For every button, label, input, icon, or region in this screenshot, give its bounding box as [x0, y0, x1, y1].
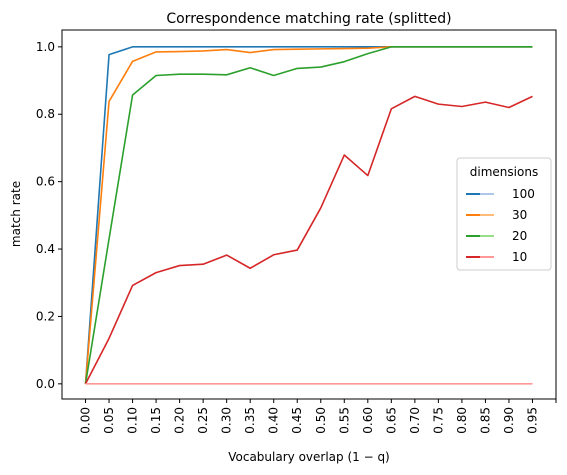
chart-title: Correspondence matching rate (splitted): [166, 11, 451, 27]
x-tick-label: 0.50: [314, 407, 328, 434]
y-tick-label: 0.6: [36, 175, 55, 189]
legend-label-20: 20: [512, 229, 527, 243]
y-axis-label: match rate: [9, 181, 23, 247]
y-tick-label: 0.8: [36, 107, 55, 121]
x-tick-label: 0.60: [361, 407, 375, 434]
x-tick-label: 0.65: [384, 407, 398, 434]
x-tick-label: 0.70: [408, 407, 422, 434]
y-tick-label: 1.0: [36, 40, 55, 54]
x-axis-ticks: 0.00 0.05 0.10 0.15 0.20 0.25 0.30 0.35 0.40 0.45…: [79, 399, 557, 434]
y-axis-ticks: 0.0 0.2 0.4 0.6 0.8 1.0: [36, 40, 62, 391]
x-tick-label: 0.00: [79, 407, 93, 434]
legend-label-10: 10: [512, 250, 527, 264]
x-tick-label: 0.55: [337, 407, 351, 434]
x-tick-label: 0.30: [220, 407, 234, 434]
plot-frame: [61, 29, 557, 400]
x-tick-label: 0.10: [126, 407, 140, 434]
axes: [61, 29, 557, 400]
x-tick-label: 0.75: [431, 407, 445, 434]
series-layer: [84, 46, 533, 385]
x-axis-label: Vocabulary overlap (1 − q): [228, 450, 390, 464]
legend-label-30: 30: [512, 208, 527, 222]
legend: dimensions 100 30 20 10: [456, 157, 552, 271]
x-tick-label: 0.25: [196, 407, 210, 434]
x-tick-label: 0.95: [525, 407, 539, 434]
series-line-20: [84, 46, 533, 384]
x-tick-label: 0.15: [149, 407, 163, 434]
y-tick-label: 0.2: [36, 309, 55, 323]
series-line-10: [84, 95, 533, 385]
legend-box: [456, 157, 552, 271]
legend-label-100: 100: [512, 187, 535, 201]
legend-items: 100 30 20 10: [466, 187, 535, 264]
y-tick-label: 0.4: [36, 242, 55, 256]
x-tick-label: 0.20: [173, 407, 187, 434]
x-tick-label: 0.40: [267, 407, 281, 434]
x-tick-label: 0.05: [102, 407, 116, 434]
x-tick-label: 0.35: [243, 407, 257, 434]
legend-title: dimensions: [470, 165, 538, 179]
x-tick-label: 0.80: [455, 407, 469, 434]
x-tick-label: 0.90: [502, 407, 516, 434]
y-tick-label: 0.0: [36, 377, 55, 391]
x-tick-label: 0.45: [290, 407, 304, 434]
x-tick-label: 0.85: [478, 407, 492, 434]
